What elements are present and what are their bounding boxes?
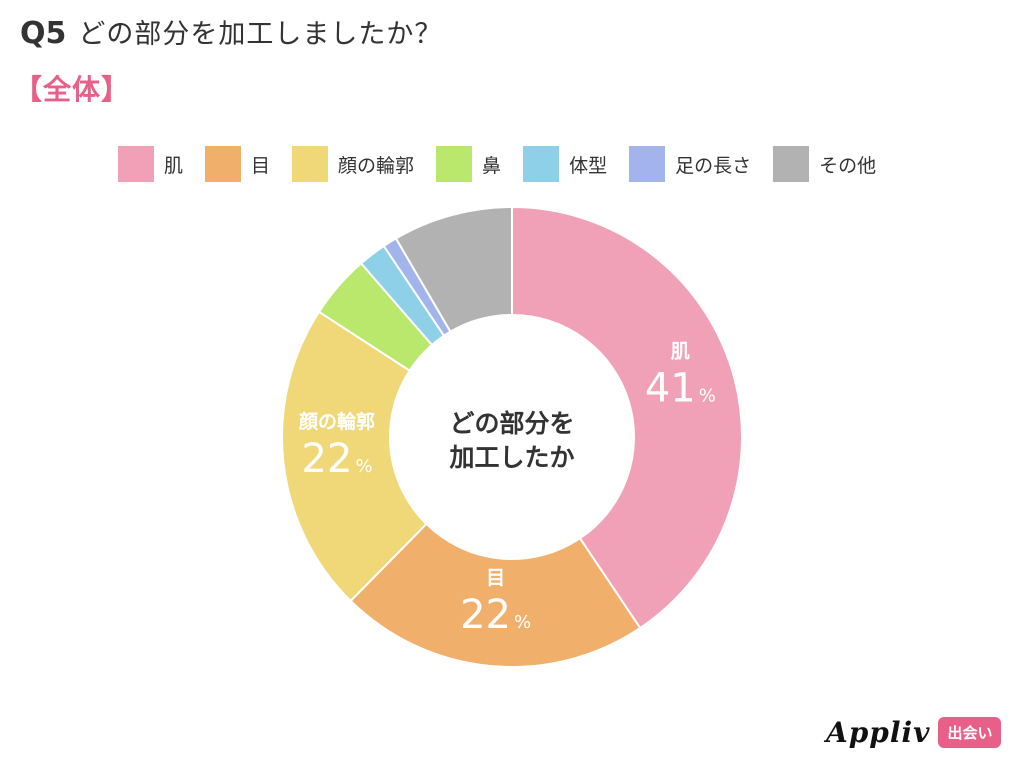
legend-swatch (773, 146, 810, 182)
donut-slice (394, 205, 513, 334)
legend-item: 体型 (523, 146, 607, 182)
legend-item: 足の長さ (629, 146, 751, 182)
legend-item: 鼻 (436, 146, 501, 182)
donut-slice (349, 522, 642, 668)
legend-label: 目 (251, 154, 271, 177)
slice-value-label: 22% (302, 436, 373, 482)
question-text: どの部分を加工しましたか？ (78, 19, 443, 50)
logo-text: Appliv (826, 716, 931, 749)
legend-item: その他 (773, 146, 876, 182)
slice-category-label: 顔の輪郭 (298, 410, 375, 433)
legend-item: 目 (205, 146, 270, 182)
center-label-line1: どの部分を (449, 409, 574, 438)
legend-label: その他 (819, 154, 877, 177)
legend-swatch (118, 146, 154, 182)
legend-swatch (205, 146, 242, 182)
logo-badge: 出会い (938, 717, 1002, 748)
donut-slice (511, 205, 743, 630)
question-number: Q5 (20, 16, 67, 51)
legend-swatch (436, 146, 473, 182)
legend-label: 顔の輪郭 (338, 154, 415, 177)
center-label-line2: 加工したか (448, 443, 574, 472)
legend-swatch (629, 146, 666, 182)
appliv-logo: Appliv 出会い (826, 716, 1002, 749)
slice-category-label: 肌 (671, 341, 690, 363)
legend-swatch (292, 146, 329, 182)
segment-label: 【全体】 (14, 73, 131, 106)
legend-item: 肌 (118, 146, 183, 182)
legend-label: 足の長さ (675, 154, 752, 177)
legend-label: 肌 (164, 154, 184, 177)
legend-swatch (523, 146, 560, 182)
slice-value-label: 22% (460, 592, 531, 638)
slice-value-label: 41% (645, 366, 716, 412)
chart-legend: 肌 目 顔の輪郭 鼻 体型 足の長さ その他 (118, 146, 898, 182)
slice-labels: 肌 41 % 目 22 % 顔の輪郭 22% (298, 341, 716, 638)
donut-slice (281, 310, 428, 603)
question-header: Q5 どの部分を加工しましたか？ (20, 12, 442, 51)
slice-category-label: 目 (486, 567, 505, 589)
donut-slices (281, 205, 743, 668)
legend-label: 体型 (569, 154, 608, 177)
legend-item: 顔の輪郭 (292, 146, 414, 182)
legend-label: 鼻 (482, 154, 502, 177)
